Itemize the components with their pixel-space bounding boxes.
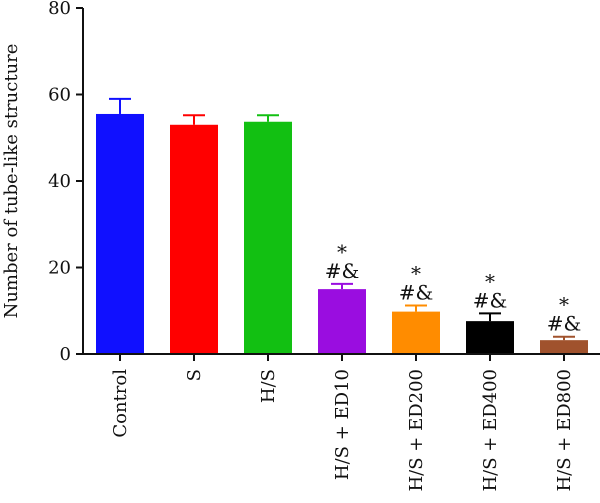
- significance-annotations: #&*#&*#&*#&*: [325, 240, 582, 336]
- bar-h-s-ed200: [392, 311, 440, 354]
- bar-s: [170, 124, 218, 355]
- y-axis: 0 20 40 60 80: [48, 0, 84, 365]
- y-tick-label: 0: [60, 344, 71, 365]
- significance-hash-amp: #&: [399, 281, 434, 305]
- y-tick-label: 80: [48, 0, 71, 19]
- y-tick-label: 40: [48, 171, 71, 192]
- error-bars: [109, 97, 575, 341]
- bar-h-s-ed400: [466, 321, 514, 354]
- significance-hash-amp: #&: [547, 312, 582, 336]
- x-tick-label: H/S + ED10: [332, 369, 353, 480]
- bar-h-s: [244, 121, 292, 354]
- y-tick-label: 20: [48, 258, 71, 279]
- significance-asterisk: *: [485, 269, 495, 293]
- y-tick-label: 60: [48, 85, 71, 106]
- significance-hash-amp: #&: [473, 288, 508, 312]
- x-tick-label: H/S + ED400: [480, 369, 501, 492]
- x-tick-label: S: [184, 369, 205, 381]
- significance-hash-amp: #&: [325, 259, 360, 283]
- significance-asterisk: *: [559, 293, 569, 317]
- bar-h-s-ed800: [540, 340, 588, 354]
- significance-asterisk: *: [337, 240, 347, 264]
- significance-asterisk: *: [411, 262, 421, 286]
- x-tick-label: H/S + ED800: [554, 369, 575, 492]
- x-tick-label: H/S: [258, 369, 279, 403]
- bars: [96, 113, 588, 355]
- x-axis: Control S H/S H/S + ED10 H/S + ED200 H/S + ED…: [83, 353, 600, 492]
- x-tick-label: Control: [110, 369, 131, 438]
- bar-h-s-ed10: [318, 289, 366, 354]
- y-axis-label: Number of tube-like structure: [1, 44, 22, 319]
- bar-control: [96, 113, 144, 355]
- x-tick-label: H/S + ED200: [406, 369, 427, 492]
